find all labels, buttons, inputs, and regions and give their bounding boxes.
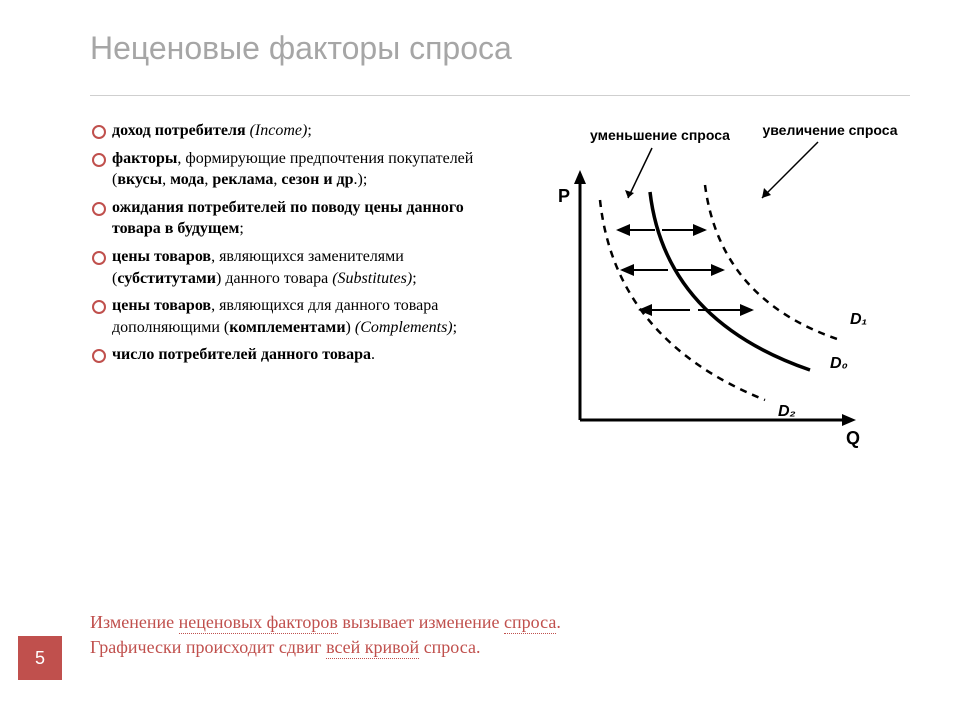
curve-d1	[705, 185, 840, 340]
label-d0: D₀	[830, 355, 848, 372]
title-rule	[90, 95, 910, 96]
label-decrease: уменьшение спроса	[590, 127, 730, 143]
page-number-badge: 5	[18, 636, 62, 680]
curve-d0	[650, 192, 810, 370]
axis-x-label: Q	[846, 428, 860, 448]
label-increase: увеличение спроса	[762, 122, 897, 138]
content-row: доход потребителя (Income); факторы, фор…	[90, 120, 910, 480]
demand-chart: уменьшение спроса увеличение спроса P Q	[510, 120, 910, 480]
list-item: цены товаров, являющихся для данного тов…	[90, 295, 500, 338]
label-d1: D₁	[850, 311, 867, 328]
list-item: число потребителей данного товара.	[90, 344, 500, 366]
list-item: цены товаров, являющихся заменителями (с…	[90, 246, 500, 289]
label-d2: D₂	[778, 403, 796, 420]
list-item: факторы, формирующие предпочтения покупа…	[90, 148, 500, 191]
shift-arrows	[618, 230, 752, 310]
list-item: ожидания потребителей по поводу цены дан…	[90, 197, 500, 240]
footer-text: Изменение неценовых факторов вызывает из…	[90, 610, 920, 660]
bullet-list: доход потребителя (Income); факторы, фор…	[90, 120, 500, 480]
list-item: доход потребителя (Income);	[90, 120, 500, 142]
slide-title: Неценовые факторы спроса	[90, 30, 910, 67]
axis-y-label: P	[558, 186, 570, 206]
